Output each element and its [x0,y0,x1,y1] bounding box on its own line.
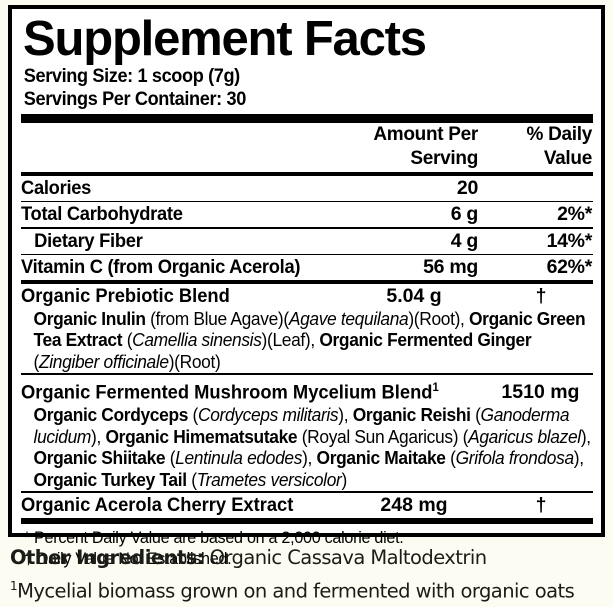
table-row: Calories 20 [21,176,593,201]
footnote-dagger: † Daily Value Not Established. [23,548,232,568]
blend-ingredients: Organic Inulin (from Blue Agave)(Agave t… [33,308,586,372]
nutrient-daily-value: 2%* [557,203,592,225]
blend-header-row: Organic Prebiotic Blend 5.04 g † [21,284,593,309]
divider-under-column-headers [21,172,593,176]
nutrient-rows: Calories 20 Total Carbohydrate 6 g 2%* Dietar… [21,176,593,281]
blend-name: Organic Acerola Cherry Extract [21,493,294,516]
header-spacer [21,123,342,172]
other-ingredients-block: Other Ingredients: Organic Cassava Malto… [10,543,610,606]
mycelial-note-marker: 1 [10,579,18,593]
column-header-daily-value: % Daily Value [526,124,593,169]
nutrient-amount: 56 mg [423,256,478,278]
blend-amount: 5.04 g [386,284,442,307]
mycelial-note-line: 1Mycelial biomass grown on and fermented… [10,572,610,606]
divider-top-heavy [21,114,593,123]
mycelial-note-text: Mycelial biomass grown on and fermented … [17,579,575,603]
row-divider [21,227,593,229]
blend-name: Organic Prebiotic Blend [21,284,230,307]
column-header-amount: Amount Per Serving [373,124,478,169]
serving-info: Serving Size: 1 scoop (7g) Servings Per … [21,65,553,110]
blend-name: Organic Fermented Mushroom Mycelium Blen… [21,379,439,404]
nutrient-amount: 6 g [450,203,479,225]
blend-amount: 1510 mg [501,381,580,403]
row-divider [21,253,593,255]
blend-amount: 248 mg [380,493,448,516]
divider-above-blends [21,280,593,284]
servings-per-container-text: Servings Per Container: 30 [23,87,247,110]
nutrient-name-cell: Calories [21,176,342,201]
blend-daily-value: † [535,284,547,307]
blend-header-row: Organic Fermented Mushroom Mycelium Blen… [21,375,593,406]
blend-ingredients: Organic Cordyceps (Cordyceps militaris),… [33,405,592,490]
other-ingredients-label: Other Ingredients: [10,546,204,569]
row-divider [21,200,593,202]
blend-daily-value: † [535,493,547,516]
nutrient-name: Calories [21,176,92,199]
page-title: Supplement Facts [23,12,427,66]
table-row: Dietary Fiber 4 g 14%* [21,229,593,254]
footnote-asterisk: * Percent Daily Value are based on a 2,0… [23,527,404,547]
other-ingredients-line: Other Ingredients: Organic Cassava Malto… [10,543,610,572]
supplement-facts-panel: Supplement Facts Serving Size: 1 scoop (… [8,5,605,568]
blend-sections: Organic Prebiotic Blend 5.04 g † Organic In… [21,284,593,518]
blend-divider [21,491,593,493]
table-row: Total Carbohydrate 6 g 2%* [21,202,593,227]
nutrient-daily-value: 62%* [546,256,593,278]
blend-divider [21,373,593,375]
nutrient-daily-value: 14%* [546,229,593,252]
blend-footnote-marker: 1 [432,379,439,394]
nutrient-name: Total Carbohydrate [21,203,183,225]
other-ingredients-value: Organic Cassava Maltodextrin [209,546,488,569]
table-column-headers: Amount Per Serving % Daily Value [21,123,593,172]
nutrient-name: Dietary Fiber [34,229,143,252]
footnotes: * Percent Daily Value are based on a 2,0… [21,524,564,569]
nutrient-name-cell: Vitamin C (from Organic Acerola) [21,255,342,280]
serving-size-text: Serving Size: 1 scoop (7g) [23,65,240,87]
nutrient-name: Vitamin C (from Organic Acerola) [21,256,301,278]
nutrition-table: Amount Per Serving % Daily Value [21,123,593,172]
blend-header-row: Organic Acerola Cherry Extract 248 mg † [21,493,593,518]
table-row: Vitamin C (from Organic Acerola) 56 mg 62%… [21,255,593,280]
nutrient-amount: 4 g [450,229,479,252]
nutrient-name-cell: Total Carbohydrate [21,202,342,227]
nutrient-daily-value [480,176,593,201]
nutrient-name-cell: Dietary Fiber [21,229,342,254]
nutrient-amount: 20 [456,176,478,199]
divider-below-blends [21,517,593,524]
